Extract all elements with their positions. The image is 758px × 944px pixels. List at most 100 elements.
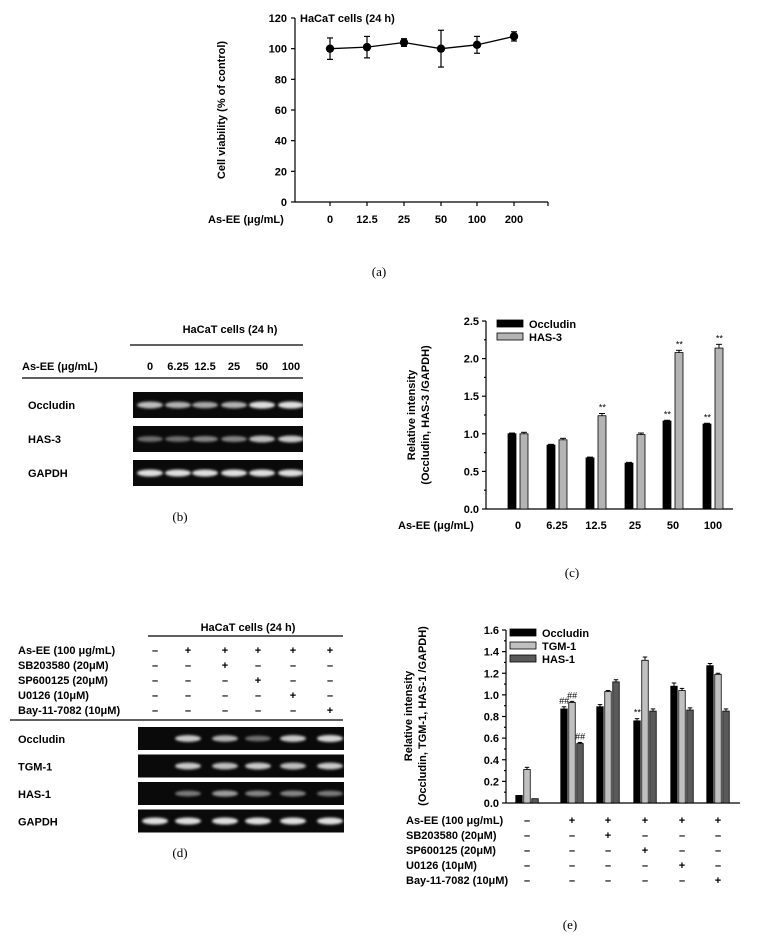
condition-sign: –	[152, 675, 158, 687]
condition-sign: –	[255, 690, 261, 702]
condition-sign: –	[679, 845, 685, 857]
condition-sign: +	[715, 815, 721, 827]
data-point	[399, 38, 409, 47]
bar-has-1	[649, 710, 657, 804]
bar-occludin	[662, 420, 672, 510]
y-tick-label: 2.5	[464, 316, 479, 328]
legend-label: Occludin	[542, 628, 589, 640]
bar-tgm-1	[604, 691, 612, 804]
condition-sign: +	[569, 815, 575, 827]
band	[192, 436, 218, 442]
y-tick-label: 1.4	[484, 647, 500, 659]
condition-sign: +	[222, 645, 228, 657]
condition-sign: –	[524, 815, 530, 827]
band	[280, 790, 306, 797]
condition-sign: –	[290, 675, 296, 687]
significance-marker: **	[663, 409, 671, 419]
caption-a: (a)	[372, 264, 386, 279]
y-tick-label: 1.0	[484, 690, 499, 702]
condition-sign: +	[642, 845, 648, 857]
condition-sign: –	[327, 690, 333, 702]
blot-label: GAPDH	[28, 468, 68, 480]
condition-sign: –	[152, 660, 158, 672]
lane-label: 6.25	[167, 361, 188, 373]
data-point	[325, 44, 335, 53]
y-tick-label: 1.2	[484, 668, 499, 680]
condition-label: SP600125 (20μM)	[406, 845, 496, 857]
blot-title: HaCaT cells (24 h)	[183, 324, 278, 336]
band	[278, 469, 304, 477]
blot-label: GAPDH	[18, 817, 58, 829]
condition-sign: –	[569, 830, 575, 842]
condition-sign: –	[524, 860, 530, 872]
blot-title: HaCaT cells (24 h)	[201, 622, 296, 634]
bar-occludin	[633, 720, 641, 804]
legend-label: TGM-1	[542, 641, 576, 653]
legend-label: HAS-3	[529, 332, 562, 344]
condition-sign: –	[569, 845, 575, 857]
band	[175, 735, 201, 742]
band	[317, 735, 343, 742]
condition-sign: –	[569, 860, 575, 872]
significance-marker: **	[633, 708, 641, 718]
condition-sign: –	[679, 830, 685, 842]
bar-has-1	[722, 710, 730, 804]
condition-sign: –	[152, 705, 158, 717]
condition-label: SB203580 (20μM)	[18, 660, 109, 672]
caption-e: (e)	[563, 917, 577, 932]
blot-tgm-1	[138, 754, 344, 778]
condition-sign: –	[642, 875, 648, 887]
caption-d: (d)	[172, 845, 187, 860]
condition-sign: –	[255, 660, 261, 672]
y-axis-label: Cell viability (% of control)	[216, 41, 228, 179]
condition-sign: +	[679, 815, 685, 827]
condition-label: As-EE (100 μg/mL)	[18, 645, 116, 657]
condition-label: SB203580 (20μM)	[406, 830, 497, 842]
condition-sign: –	[524, 875, 530, 887]
bar-occludin	[515, 795, 523, 804]
legend-label: Occludin	[529, 319, 576, 331]
bar-tgm-1	[714, 673, 722, 804]
x-tick-label: 25	[629, 520, 641, 532]
x-tick-label: 50	[667, 520, 679, 532]
y-tick-label: 2.0	[464, 354, 479, 366]
bar-tgm-1	[641, 659, 649, 804]
condition-sign: –	[222, 675, 228, 687]
bar-occludin	[706, 665, 714, 804]
y-tick-label: 40	[275, 136, 287, 148]
band	[317, 817, 343, 825]
condition-sign: –	[605, 845, 611, 857]
band	[249, 435, 275, 443]
y-tick-label: 0.0	[484, 798, 499, 810]
data-point	[509, 32, 519, 41]
chart-title: HaCaT cells (24 h)	[300, 13, 395, 25]
y-tick-label: 0.0	[464, 504, 479, 516]
x-axis-label: As-EE (μg/mL)	[208, 214, 284, 226]
condition-sign: –	[524, 830, 530, 842]
data-point	[362, 42, 372, 52]
y-axis-label: (Occludin, HAS-3 /GAPDH)	[420, 345, 432, 485]
band	[245, 735, 271, 742]
band	[212, 735, 238, 742]
band	[192, 401, 218, 409]
x-tick-label: 200	[505, 214, 523, 226]
condition-sign: –	[715, 860, 721, 872]
condition-sign: –	[569, 875, 575, 887]
blot-label: HAS-1	[18, 789, 51, 801]
band	[245, 817, 271, 825]
significance-marker: **	[675, 339, 683, 349]
blot-occludin	[138, 727, 344, 750]
condition-label: SP600125 (20μM)	[18, 675, 108, 687]
y-tick-label: 100	[269, 44, 287, 56]
blot-label: Occludin	[18, 734, 65, 746]
x-tick-label: 100	[704, 520, 722, 532]
condition-sign: –	[715, 830, 721, 842]
data-point	[436, 44, 446, 53]
bar-occludin	[585, 457, 595, 510]
x-tick-label: 0	[327, 214, 333, 226]
condition-sign: +	[679, 860, 685, 872]
band	[192, 469, 218, 477]
legend-swatch	[509, 641, 537, 650]
legend-label: HAS-1	[542, 654, 575, 666]
y-tick-label: 1.6	[484, 625, 499, 637]
